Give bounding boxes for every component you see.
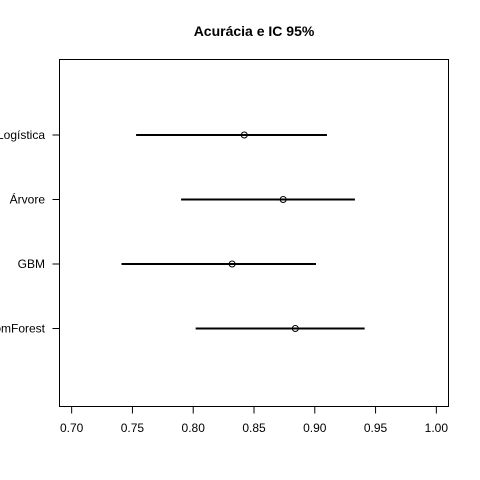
plot-area-frame xyxy=(59,59,449,407)
y-axis: Logística Árvore GBM RandomForest xyxy=(0,128,60,336)
y-tick-label: Logística xyxy=(0,128,45,142)
point-estimate xyxy=(240,131,248,139)
y-tick-label: Árvore xyxy=(10,192,46,207)
x-tick-label: 0.85 xyxy=(242,421,266,435)
x-axis: 0.70 0.75 0.80 0.85 0.90 0.95 1.00 xyxy=(60,406,449,435)
chart-title: Acurácia e IC 95% xyxy=(194,23,315,39)
point-estimate xyxy=(291,325,299,332)
x-tick-label: 1.00 xyxy=(425,421,449,435)
data-marks xyxy=(121,131,365,332)
x-tick-label: 0.75 xyxy=(121,421,145,435)
x-tick-label: 0.70 xyxy=(60,421,84,435)
x-tick-label: 0.90 xyxy=(303,421,327,435)
point-estimate xyxy=(279,196,287,203)
y-tick-label: RandomForest xyxy=(0,322,46,336)
x-tick-label: 0.80 xyxy=(182,421,206,435)
x-tick-label: 0.95 xyxy=(364,421,388,435)
point-estimate xyxy=(228,260,236,268)
y-tick-label: GBM xyxy=(18,257,45,271)
